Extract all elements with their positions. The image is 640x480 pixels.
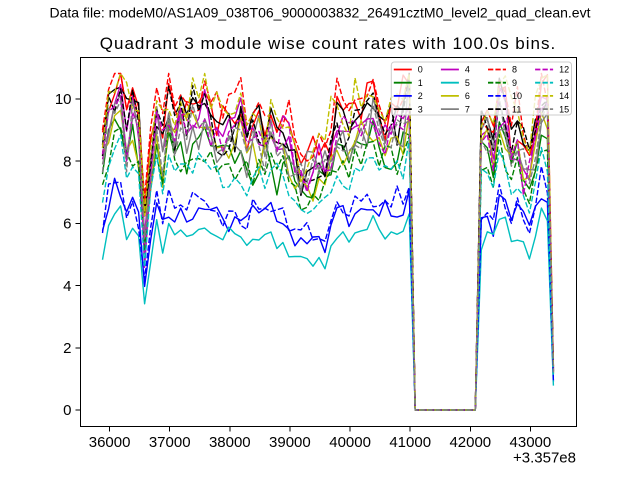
svg-text:8: 8: [512, 65, 517, 75]
svg-text:3: 3: [418, 104, 423, 114]
svg-text:Data file: modeM0/AS1A09_038T0: Data file: modeM0/AS1A09_038T06_90000038…: [50, 5, 591, 21]
svg-text:12: 12: [559, 65, 569, 75]
svg-text:43000: 43000: [510, 434, 552, 451]
svg-text:10: 10: [55, 91, 72, 108]
svg-text:7: 7: [465, 104, 470, 114]
svg-text:4: 4: [465, 65, 470, 75]
svg-text:+3.357e8: +3.357e8: [513, 450, 576, 467]
svg-text:40000: 40000: [329, 434, 371, 451]
svg-text:9: 9: [512, 78, 517, 88]
svg-text:0: 0: [63, 402, 71, 419]
svg-text:4: 4: [63, 278, 71, 295]
svg-text:39000: 39000: [269, 434, 311, 451]
svg-text:41000: 41000: [389, 434, 431, 451]
svg-text:6: 6: [465, 91, 470, 101]
svg-text:15: 15: [559, 104, 569, 114]
svg-text:0: 0: [418, 65, 423, 75]
svg-text:2: 2: [418, 91, 423, 101]
svg-text:1: 1: [418, 78, 423, 88]
svg-text:38000: 38000: [209, 434, 251, 451]
svg-text:6: 6: [63, 216, 71, 233]
svg-text:8: 8: [63, 153, 71, 170]
svg-text:11: 11: [512, 104, 521, 114]
svg-text:10: 10: [512, 91, 522, 101]
svg-text:5: 5: [465, 78, 470, 88]
svg-text:36000: 36000: [89, 434, 131, 451]
svg-text:37000: 37000: [149, 434, 191, 451]
svg-text:Quadrant 3 module wise count r: Quadrant 3 module wise count rates with …: [100, 34, 556, 53]
svg-text:13: 13: [559, 78, 569, 88]
svg-text:2: 2: [63, 340, 71, 357]
svg-text:14: 14: [559, 91, 569, 101]
svg-text:42000: 42000: [449, 434, 491, 451]
